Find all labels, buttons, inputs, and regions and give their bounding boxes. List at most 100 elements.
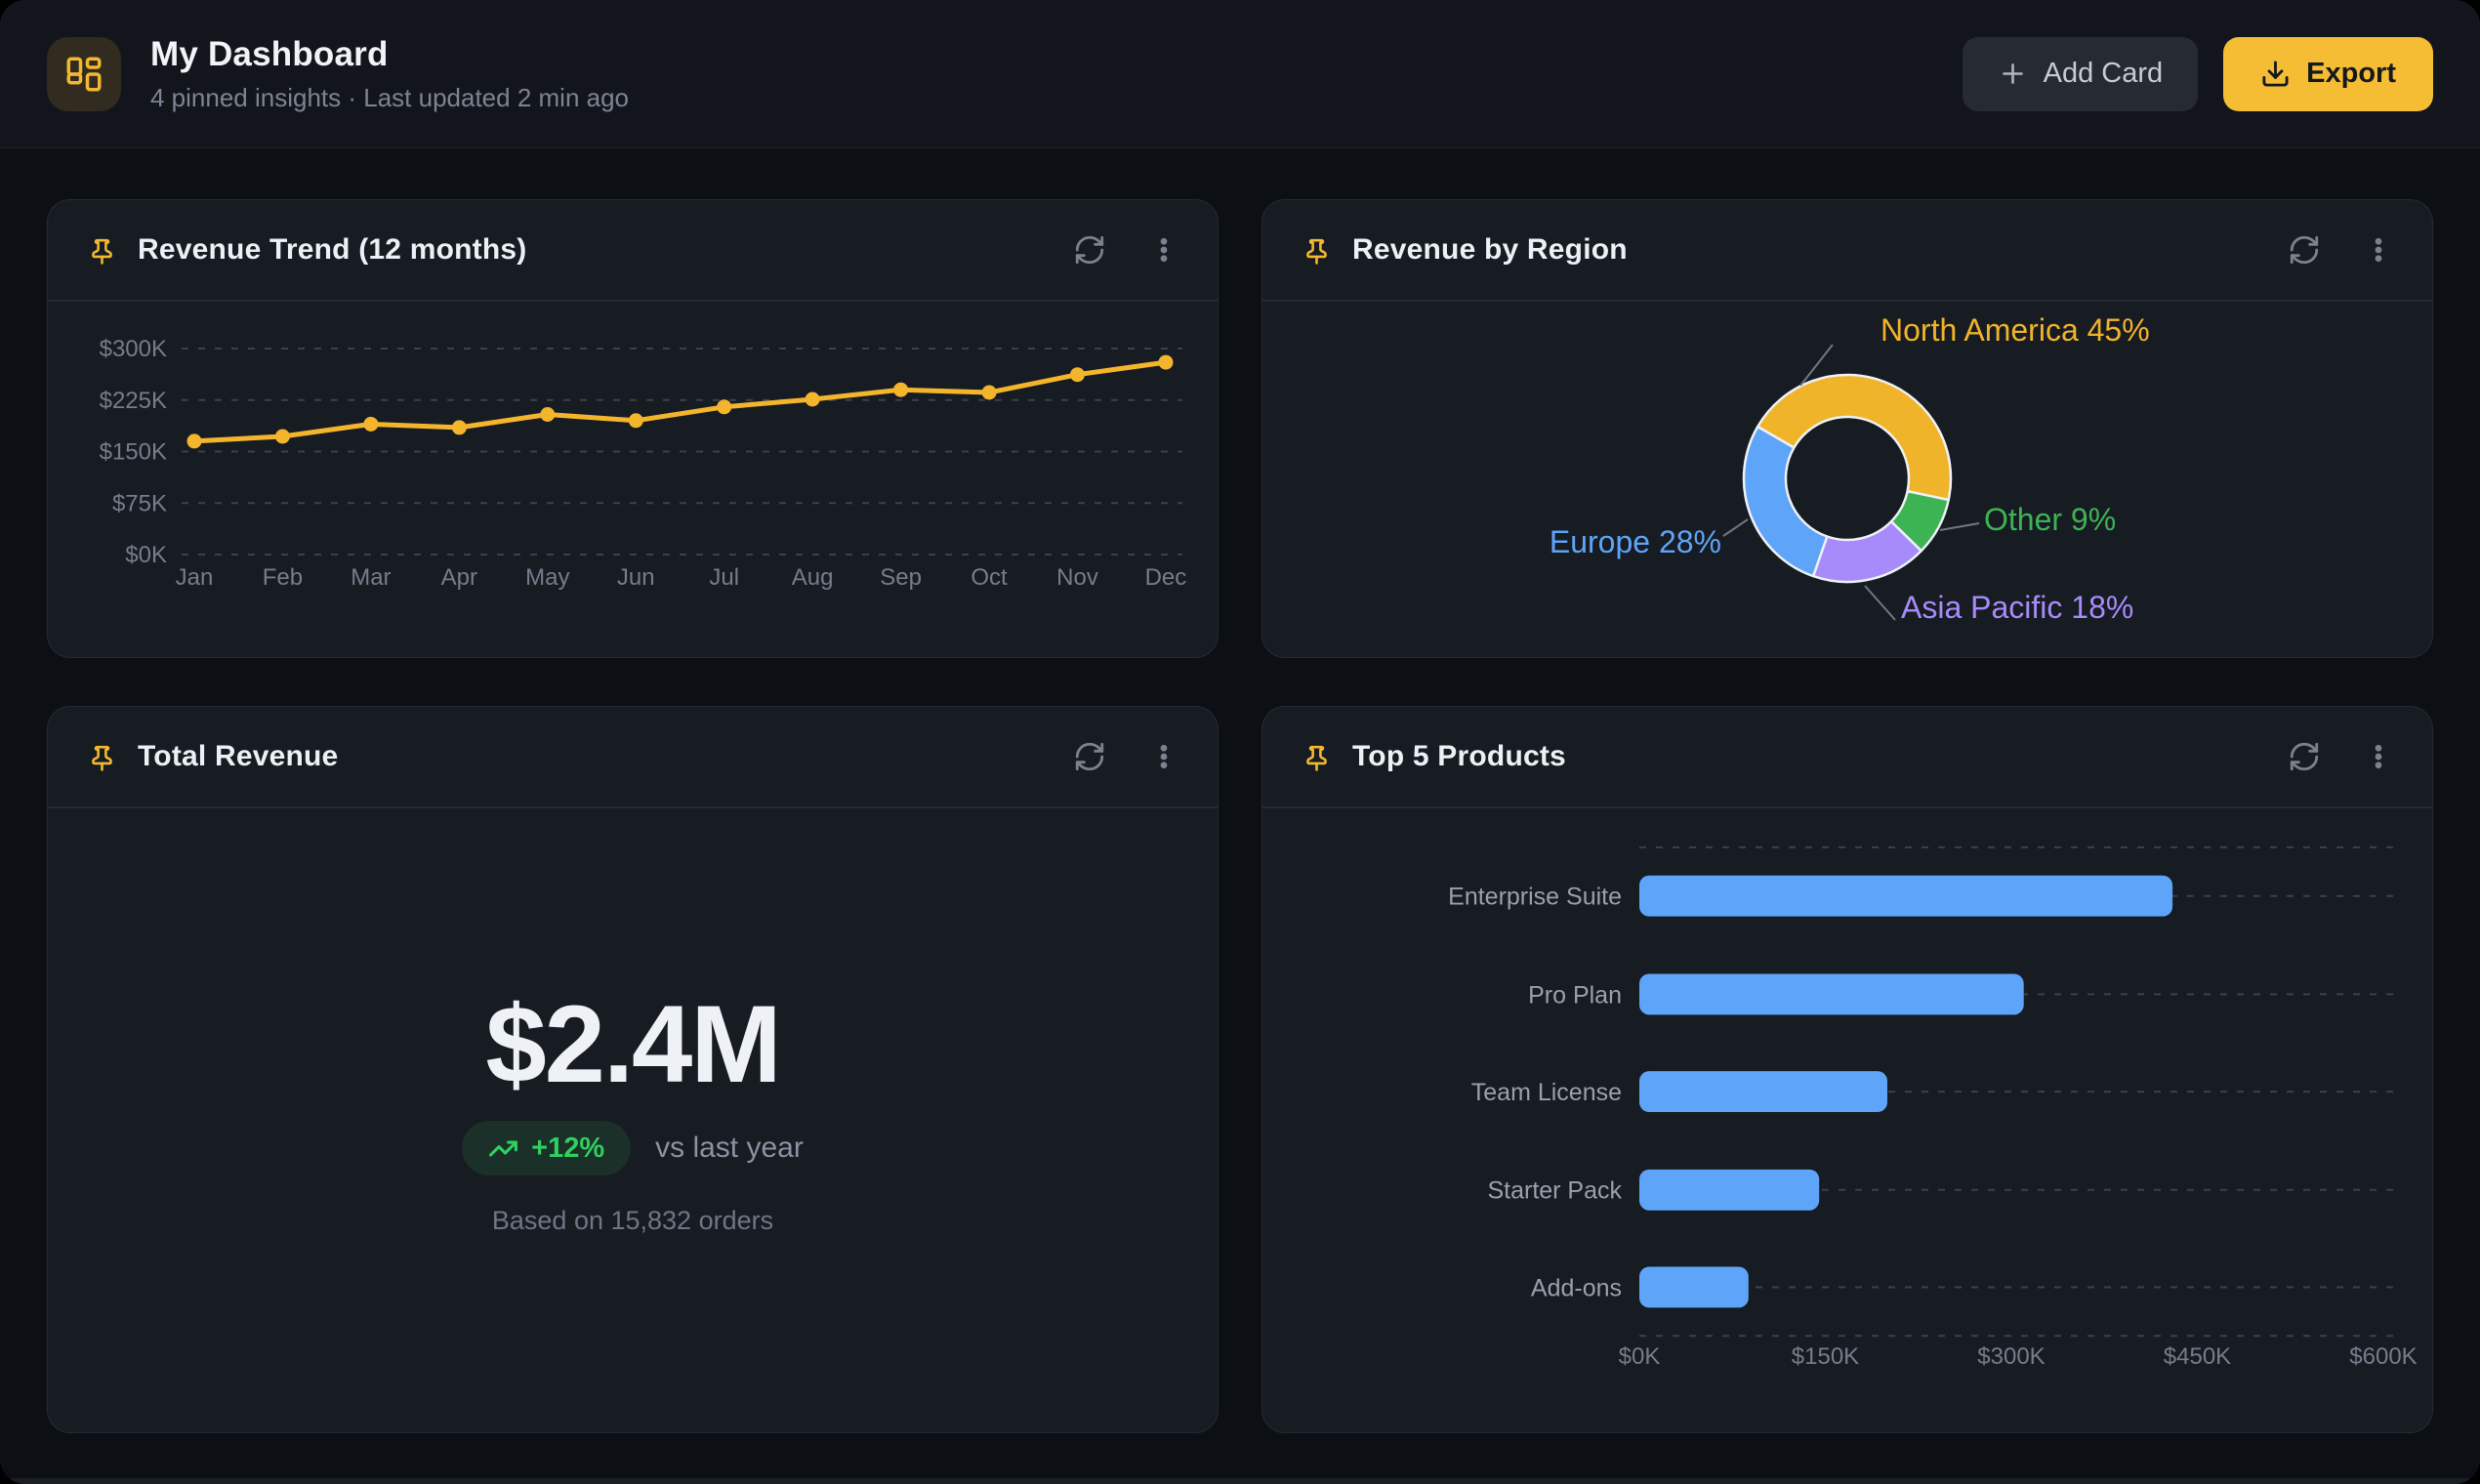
card-header: Top 5 Products	[1262, 707, 2432, 808]
card-actions	[2288, 233, 2393, 267]
refresh-icon	[2290, 742, 2319, 771]
card-actions	[1073, 233, 1178, 267]
bar-pro-plan	[1639, 973, 2024, 1015]
line-point	[274, 429, 290, 444]
line-point	[540, 407, 556, 422]
export-button[interactable]: Export	[2223, 36, 2433, 111]
y-axis-tick: $300K	[100, 336, 167, 362]
x-axis-tick: Mar	[351, 564, 391, 591]
donut-leader-line	[1939, 522, 1980, 531]
y-axis-tick: $150K	[100, 439, 167, 466]
plus-icon	[1998, 59, 2028, 89]
card-title: Revenue by Region	[1352, 233, 1628, 266]
kebab-menu-icon	[2375, 744, 2382, 769]
bar-category-label: Pro Plan	[1528, 981, 1622, 1009]
bar-starter-pack	[1639, 1169, 1820, 1211]
refresh-icon	[1075, 235, 1104, 265]
line-point	[1070, 367, 1085, 383]
kebab-menu-icon	[1160, 237, 1168, 263]
refresh-button[interactable]	[2288, 740, 2321, 773]
region-donut-chart	[1722, 344, 1980, 621]
pushpin-icon	[1306, 238, 1327, 265]
kpi-delta-badge: +12%	[462, 1121, 632, 1175]
x-axis-tick: Dec	[1145, 564, 1187, 591]
card-menu-button[interactable]	[2364, 235, 2393, 265]
refresh-button[interactable]	[1073, 233, 1106, 267]
line-point	[186, 433, 202, 449]
kpi-delta-caption: vs last year	[655, 1132, 804, 1164]
card-revenue-trend: Revenue Trend (12 months)	[47, 199, 1219, 658]
refresh-icon	[1075, 742, 1104, 771]
x-axis-tick: Feb	[263, 564, 303, 591]
x-axis-tick: Nov	[1056, 564, 1098, 591]
refresh-icon	[2290, 235, 2319, 265]
card-title: Top 5 Products	[1352, 740, 1566, 772]
card-menu-button[interactable]	[1149, 235, 1178, 265]
bar-category-label: Add-ons	[1531, 1274, 1622, 1301]
card-actions	[1073, 740, 1178, 773]
x-axis-tick: Jan	[176, 564, 214, 591]
donut-slice-north-america	[1756, 373, 1953, 502]
x-axis-tick: $150K	[1792, 1343, 1859, 1370]
page-subtitle: 4 pinned insights · Last updated 2 min a…	[150, 82, 630, 112]
bottom-strip	[0, 1478, 2480, 1484]
kpi-value: $2.4M	[485, 983, 781, 1105]
trend-line	[191, 359, 1169, 444]
add-card-button[interactable]: Add Card	[1962, 36, 2199, 111]
card-revenue-by-region: Revenue by Region	[1261, 199, 2433, 658]
bar-enterprise-suite	[1639, 875, 2173, 917]
total-revenue-body: $2.4M +12% vs last year Based on	[48, 808, 1218, 1432]
card-header: Revenue Trend (12 months)	[48, 200, 1218, 302]
x-axis-tick: $600K	[2349, 1343, 2417, 1370]
card-menu-button[interactable]	[1149, 742, 1178, 771]
x-axis-tick: Sep	[880, 564, 922, 591]
bar-add-ons	[1639, 1266, 1749, 1308]
x-axis-tick: Apr	[441, 564, 477, 591]
kpi-footnote: Based on 15,832 orders	[491, 1206, 774, 1235]
pushpin-icon	[1306, 745, 1327, 771]
x-axis-tick: Oct	[971, 564, 1008, 591]
top-products-bar-chart: Enterprise Suite Pro Plan Team License Star…	[1448, 845, 2418, 1370]
x-axis-tick: May	[525, 564, 569, 591]
donut-leader-line	[1864, 585, 1896, 621]
revenue-trend-chart: $0K $75K $150K $225K $300K Jan Feb Mar Apr May Jun…	[100, 336, 1187, 591]
x-axis-tick: Jun	[617, 564, 655, 591]
x-axis-tick: $0K	[1619, 1343, 1661, 1370]
donut-slice-europe	[1742, 425, 1829, 578]
layout-dashboard-icon	[63, 54, 104, 95]
card-header: Revenue by Region	[1262, 200, 2432, 302]
x-axis-tick: Jul	[709, 564, 739, 591]
refresh-button[interactable]	[1073, 740, 1106, 773]
line-point	[363, 416, 379, 432]
line-point	[893, 382, 909, 397]
cards-grid: Revenue Trend (12 months)	[0, 148, 2480, 1433]
line-point	[1158, 354, 1174, 370]
bar-team-license	[1639, 1071, 1887, 1113]
export-label: Export	[2306, 58, 2396, 89]
x-axis-tick: $450K	[2164, 1343, 2231, 1370]
x-axis-tick: $300K	[1977, 1343, 2045, 1370]
line-point	[981, 385, 997, 400]
refresh-button[interactable]	[2288, 233, 2321, 267]
pin-button[interactable]	[87, 235, 117, 266]
revenue-trend-body: $0K $75K $150K $225K $300K Jan Feb Mar Apr May Jun…	[48, 302, 1218, 657]
line-point	[451, 420, 467, 435]
card-menu-button[interactable]	[2364, 742, 2393, 771]
x-axis-tick: Aug	[792, 564, 834, 591]
kebab-menu-icon	[2375, 237, 2382, 263]
dashboard-logo	[47, 36, 121, 111]
pin-button[interactable]	[1302, 235, 1332, 266]
page-title: My Dashboard	[150, 34, 389, 73]
y-axis-tick: $0K	[125, 542, 167, 568]
bar-category-label: Starter Pack	[1487, 1177, 1622, 1205]
pin-button[interactable]	[1302, 742, 1332, 772]
y-axis-tick: $75K	[112, 490, 167, 516]
card-top-products: Top 5 Products Ente	[1261, 706, 2433, 1433]
pushpin-icon	[92, 238, 112, 265]
pushpin-icon	[92, 745, 112, 771]
kpi-delta-row: +12% vs last year	[462, 1121, 804, 1175]
revenue-by-region-body: North America 45% Other 9% Asia Pacific 18…	[1262, 302, 2432, 657]
kpi-delta: +12%	[531, 1132, 605, 1164]
pin-button[interactable]	[87, 742, 117, 772]
